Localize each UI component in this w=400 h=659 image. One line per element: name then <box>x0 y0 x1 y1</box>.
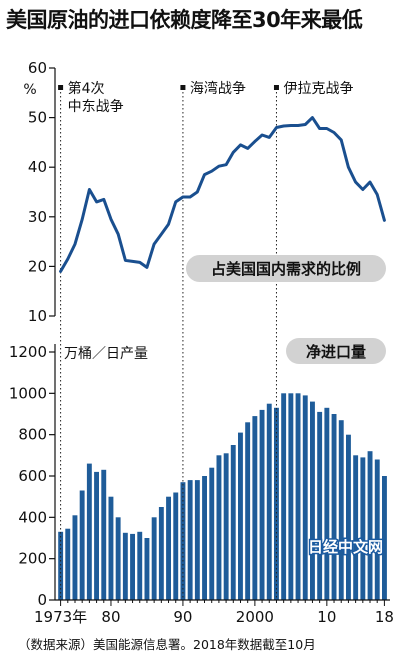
event-marker-1973 <box>58 85 64 90</box>
event-label-1990: 海湾战争 <box>190 80 246 97</box>
bar-1976 <box>79 490 85 600</box>
x-tick-label: 80 <box>101 608 120 626</box>
bar-1986 <box>151 517 157 600</box>
event-marker-1990 <box>180 85 186 90</box>
bar-2000 <box>252 416 258 600</box>
line-unit-label: % <box>23 82 36 98</box>
bar-1978 <box>94 471 99 600</box>
watermark: 日经中文网 <box>308 538 383 556</box>
x-tick-label: 18 <box>375 608 394 626</box>
bar-1988 <box>166 496 171 600</box>
bar-1995 <box>216 455 222 600</box>
bar-1999 <box>245 422 251 600</box>
bar-2018 <box>382 476 387 600</box>
bar-ytick-label: 1200 <box>9 343 47 361</box>
bar-1989 <box>173 492 179 600</box>
bar-2009 <box>317 411 323 600</box>
bar-1983 <box>130 533 135 600</box>
bar-2003 <box>274 407 279 600</box>
bar-2012 <box>338 420 344 600</box>
bar-title: 净进口量 <box>306 343 366 361</box>
bar-1981 <box>115 517 121 600</box>
bar-ytick-label: 200 <box>18 550 47 568</box>
event-label-1973: 第4次 <box>68 80 105 97</box>
bar-2001 <box>259 409 265 600</box>
line-ytick-label: 60 <box>28 59 47 77</box>
bar-1998 <box>238 432 243 600</box>
bar-ytick-label: 1000 <box>9 384 47 402</box>
bar-1993 <box>202 476 207 600</box>
bar-ytick-label: 400 <box>18 508 47 526</box>
bar-2014 <box>353 455 359 600</box>
bar-title-pill <box>286 338 386 364</box>
bar-2002 <box>266 403 272 600</box>
bar-1992 <box>194 480 200 600</box>
bar-1977 <box>86 463 92 600</box>
bar-2016 <box>367 451 373 600</box>
event-label-1973: 中东战争 <box>68 99 124 115</box>
chart-title: 美国原油的进口依赖度降至30年来最低 <box>6 8 363 32</box>
bar-1974 <box>65 528 71 600</box>
bar-2004 <box>281 393 287 600</box>
line-ytick-label: 30 <box>28 208 47 226</box>
bar-2015 <box>360 457 366 600</box>
line-title-pill <box>186 255 386 282</box>
bar-1984 <box>137 531 143 600</box>
share-line <box>59 116 386 273</box>
source-caption: （数据来源）美国能源信息署。2018年数据截至10月 <box>18 637 316 652</box>
line-ytick-label: 10 <box>28 307 47 325</box>
bar-2007 <box>302 395 308 600</box>
x-tick-label: 10 <box>317 608 336 626</box>
bar-unit-label: 万桶／日产量 <box>64 346 148 362</box>
bar-1980 <box>108 496 114 600</box>
line-ytick-label: 40 <box>28 158 47 176</box>
bar-2006 <box>295 393 301 600</box>
line-title: 占美国国内需求的比例 <box>211 260 361 278</box>
event-marker-2003 <box>273 85 279 90</box>
bar-ytick-label: 800 <box>18 426 47 444</box>
bar-1979 <box>101 469 107 600</box>
bar-2017 <box>374 459 380 600</box>
line-ytick-label: 20 <box>28 257 47 275</box>
bar-2008 <box>310 401 315 600</box>
bar-1996 <box>223 453 229 600</box>
bar-1994 <box>209 467 215 600</box>
bar-ytick-label: 0 <box>37 591 47 609</box>
bar-1985 <box>144 538 150 600</box>
x-tick-label: 2000 <box>236 608 274 626</box>
bar-2010 <box>324 407 330 600</box>
bar-1987 <box>158 507 164 600</box>
bar-2005 <box>288 393 294 600</box>
bar-1997 <box>230 445 236 600</box>
line-ytick-label: 50 <box>28 109 47 127</box>
bar-1973 <box>58 531 64 600</box>
bar-ytick-label: 600 <box>18 467 47 485</box>
event-label-2003: 伊拉克战争 <box>283 81 353 97</box>
x-tick-label: 1973年 <box>34 608 87 626</box>
bar-1982 <box>122 532 128 600</box>
bar-1991 <box>187 480 193 600</box>
bar-1975 <box>72 515 78 600</box>
bar-2013 <box>346 434 351 600</box>
x-tick-label: 90 <box>173 608 192 626</box>
bar-2011 <box>331 414 337 600</box>
